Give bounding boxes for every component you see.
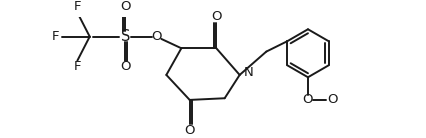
Text: N: N bbox=[244, 66, 254, 79]
Text: F: F bbox=[74, 0, 81, 13]
Text: O: O bbox=[211, 10, 222, 23]
Text: O: O bbox=[151, 30, 161, 43]
Text: F: F bbox=[74, 60, 81, 73]
Text: O: O bbox=[120, 0, 131, 13]
Text: S: S bbox=[121, 29, 130, 44]
Text: O: O bbox=[303, 93, 313, 106]
Text: O: O bbox=[328, 93, 338, 106]
Text: F: F bbox=[52, 30, 60, 43]
Text: O: O bbox=[120, 60, 131, 73]
Text: O: O bbox=[184, 124, 195, 137]
